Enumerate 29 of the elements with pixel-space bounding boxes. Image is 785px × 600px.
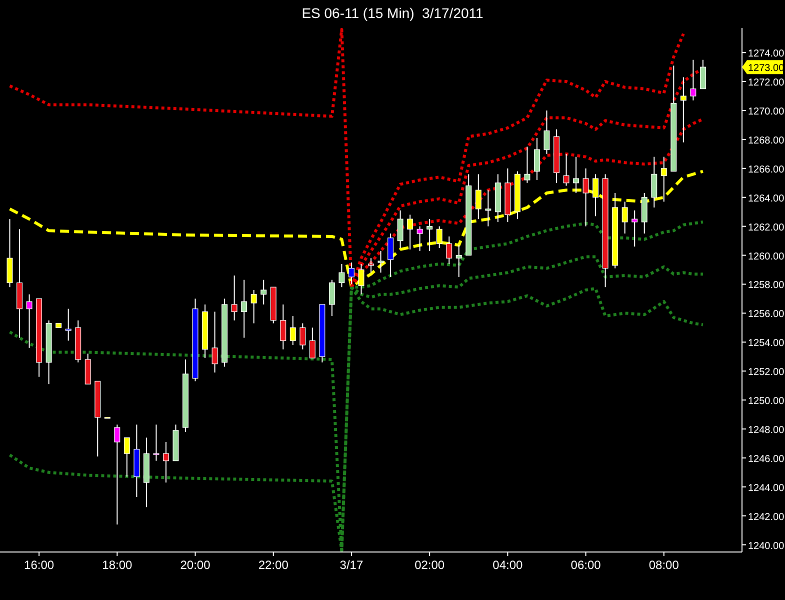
x-tick-label: 04:00 (492, 558, 524, 572)
x-tick-label: 06:00 (570, 558, 602, 572)
chart-title: ES 06-11 (15 Min) 3/17/2011 (302, 5, 484, 21)
x-tick-label: 16:00 (24, 558, 54, 572)
x-tick-label: 18:00 (102, 558, 132, 572)
text: 1273.00 (748, 63, 785, 74)
y-tick-label: 1246.00 (748, 454, 785, 465)
x-tick-label: 20:00 (180, 558, 211, 572)
y-tick-label: 1274.00 (748, 48, 785, 60)
x-tick-label: 02:00 (414, 558, 445, 572)
y-tick-label: 1250.00 (748, 396, 785, 408)
y-tick-label: 1242.00 (748, 512, 785, 523)
y-tick-label: 1268.00 (748, 135, 785, 146)
y-tick-label: 1248.00 (748, 424, 785, 436)
y-tick-label: 1262.00 (748, 222, 785, 234)
y-tick-label: 1240.00 (748, 540, 785, 552)
y-tick-label: 1254.00 (748, 338, 785, 350)
y-tick-label: 1252.00 (748, 367, 785, 378)
x-tick-label: 22:00 (258, 558, 289, 572)
y-tick-label: 1272.00 (748, 78, 785, 89)
x-tick-label: 3/17 (340, 558, 364, 572)
x-tick-label: 08:00 (648, 558, 680, 572)
y-tick-label: 1266.00 (748, 164, 785, 176)
y-tick-label: 1256.00 (748, 309, 785, 320)
y-tick-label: 1270.00 (748, 106, 785, 118)
y-tick-label: 1258.00 (748, 280, 785, 292)
y-tick-label: 1264.00 (748, 193, 785, 204)
y-tick-label: 1244.00 (748, 482, 785, 494)
y-tick-label: 1260.00 (748, 251, 785, 262)
